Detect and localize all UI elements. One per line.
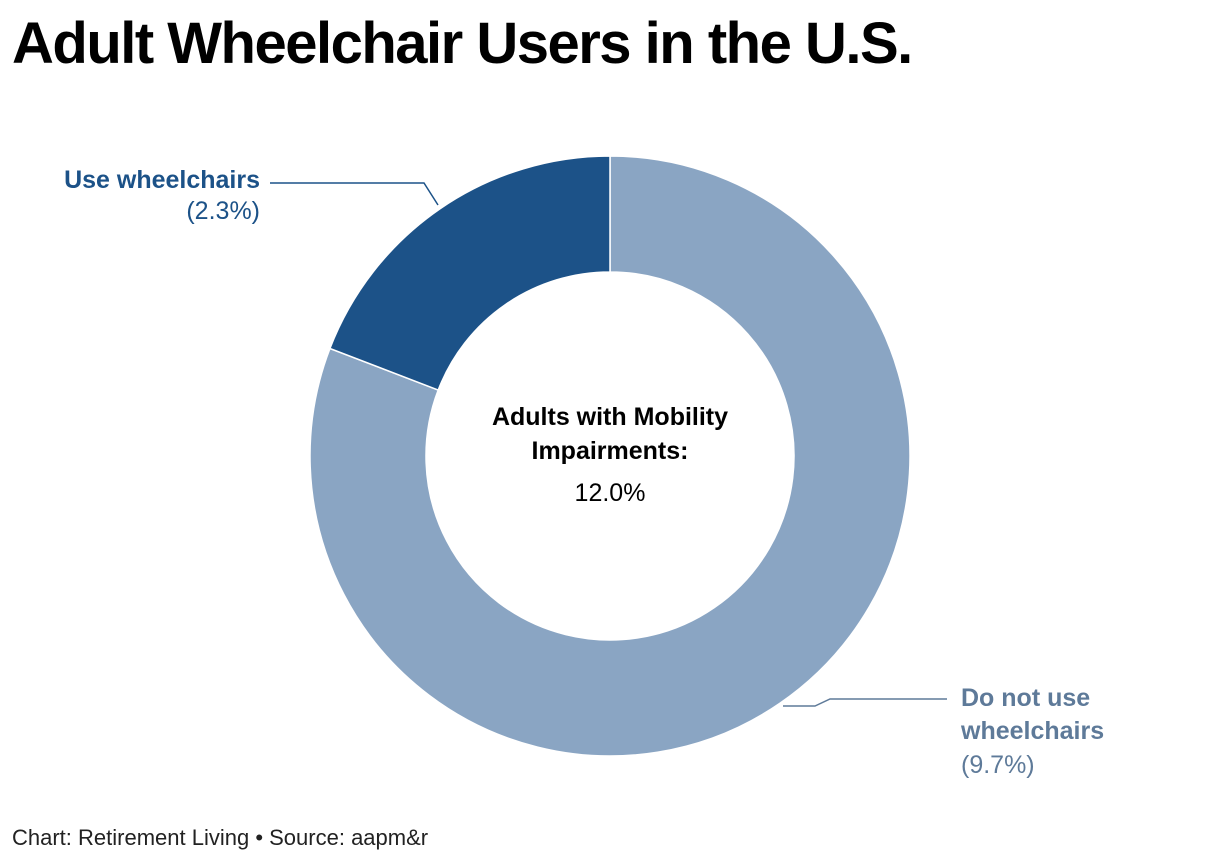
label-do-not-use-wheelchairs-pct: (9.7%) [961, 751, 1035, 779]
leader-line-use-wheelchairs [270, 182, 439, 206]
source-footer: Chart: Retirement Living • Source: aapm&… [12, 825, 429, 850]
label-use-wheelchairs-pct: (2.3%) [186, 197, 260, 225]
slice-use-wheelchairs [328, 155, 611, 392]
center-value: 12.0% [574, 478, 646, 507]
slice-do-not-use-wheelchairs [309, 155, 911, 757]
leader-line-do-not-use-wheelchairs [783, 698, 947, 707]
label-use-wheelchairs-name: Use wheelchairs [64, 166, 260, 194]
center-title: Adults with Mobility Impairments: [491, 403, 729, 465]
chart-title: Adult Wheelchair Users in the U.S. [12, 11, 913, 76]
label-use-wheelchairs: Use wheelchairs (2.3%) [64, 166, 260, 226]
label-do-not-use-wheelchairs: Do not use wheelchairs (9.7%) [961, 682, 1201, 782]
center-label: Adults with Mobility Impairments: 12.0% [430, 401, 790, 508]
label-do-not-use-wheelchairs-name: Do not use wheelchairs [961, 684, 1105, 745]
